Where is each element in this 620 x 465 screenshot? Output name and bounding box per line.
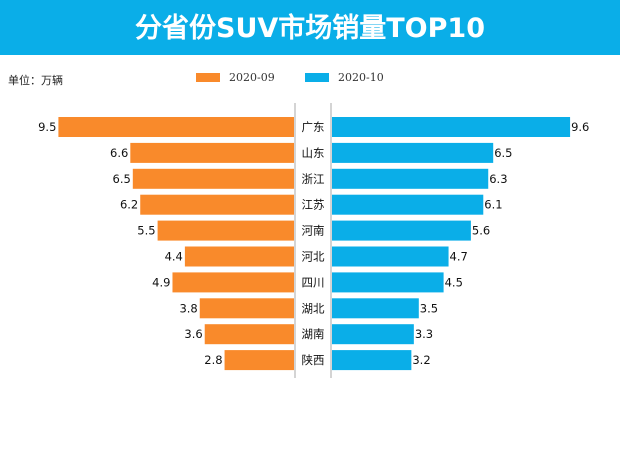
category-label-3: 江苏 xyxy=(302,198,325,212)
bar-series1-2 xyxy=(132,168,294,189)
chart-title: 分省份SUV市场销量TOP10 xyxy=(0,0,620,55)
data-label-series1-2: 6.5 xyxy=(113,172,131,186)
bar-series1-0 xyxy=(58,117,295,137)
data-label-series1-7: 3.8 xyxy=(179,301,197,315)
data-label-series1-6: 4.9 xyxy=(152,275,170,289)
unit-label: 单位：万辆 xyxy=(8,74,63,87)
category-label-6: 四川 xyxy=(302,275,325,289)
data-label-series1-1: 6.6 xyxy=(110,146,128,160)
bar-series2-4 xyxy=(332,220,471,241)
data-label-series2-3: 6.1 xyxy=(484,198,502,212)
bar-series2-3 xyxy=(332,194,484,215)
data-label-series2-9: 3.2 xyxy=(412,353,430,367)
category-label-8: 湖南 xyxy=(302,327,325,341)
category-label-4: 河南 xyxy=(302,224,325,238)
bar-series1-7 xyxy=(199,298,294,319)
bar-series2-6 xyxy=(332,272,444,293)
bar-series2-1 xyxy=(332,142,494,163)
bar-series2-9 xyxy=(332,350,412,371)
legend-swatch-series1 xyxy=(196,73,220,82)
category-label-2: 浙江 xyxy=(302,172,325,186)
bar-series1-6 xyxy=(172,272,294,293)
data-label-series1-0: 9.5 xyxy=(38,120,56,134)
data-label-series2-6: 4.5 xyxy=(445,275,463,289)
bar-series1-9 xyxy=(224,350,294,371)
data-label-series2-7: 3.5 xyxy=(420,301,438,315)
bar-series1-4 xyxy=(157,220,294,241)
bar-series1-8 xyxy=(204,324,294,345)
legend-item-series2: 2020-10 xyxy=(305,71,384,84)
category-label-1: 山东 xyxy=(302,146,325,160)
data-label-series2-2: 6.3 xyxy=(489,172,507,186)
data-label-series1-8: 3.6 xyxy=(184,327,202,341)
data-label-series1-4: 5.5 xyxy=(137,224,155,238)
data-label-series1-9: 2.8 xyxy=(204,353,222,367)
category-label-9: 陕西 xyxy=(302,353,325,367)
bar-series2-5 xyxy=(332,246,449,267)
data-label-series2-4: 5.6 xyxy=(472,224,490,238)
legend-label-series2: 2020-10 xyxy=(338,71,384,84)
data-label-series1-5: 4.4 xyxy=(165,250,183,264)
data-label-series1-3: 6.2 xyxy=(120,198,138,212)
data-label-series2-8: 3.3 xyxy=(415,327,433,341)
data-label-series2-1: 6.5 xyxy=(494,146,512,160)
bar-series2-2 xyxy=(332,168,489,189)
legend-item-series1: 2020-09 xyxy=(196,71,275,84)
legend-swatch-series2 xyxy=(305,73,329,82)
bar-series2-7 xyxy=(332,298,419,319)
bar-series1-5 xyxy=(184,246,294,267)
category-label-7: 湖北 xyxy=(302,301,325,315)
bar-series1-3 xyxy=(140,194,294,215)
bar-series1-1 xyxy=(130,142,294,163)
data-label-series2-0: 9.6 xyxy=(571,120,589,134)
bar-series2-8 xyxy=(332,324,414,345)
category-label-0: 广东 xyxy=(302,120,325,134)
legend-label-series1: 2020-09 xyxy=(229,71,275,84)
data-label-series2-5: 4.7 xyxy=(450,250,468,264)
bar-series2-0 xyxy=(332,117,571,137)
category-label-5: 河北 xyxy=(302,250,325,264)
